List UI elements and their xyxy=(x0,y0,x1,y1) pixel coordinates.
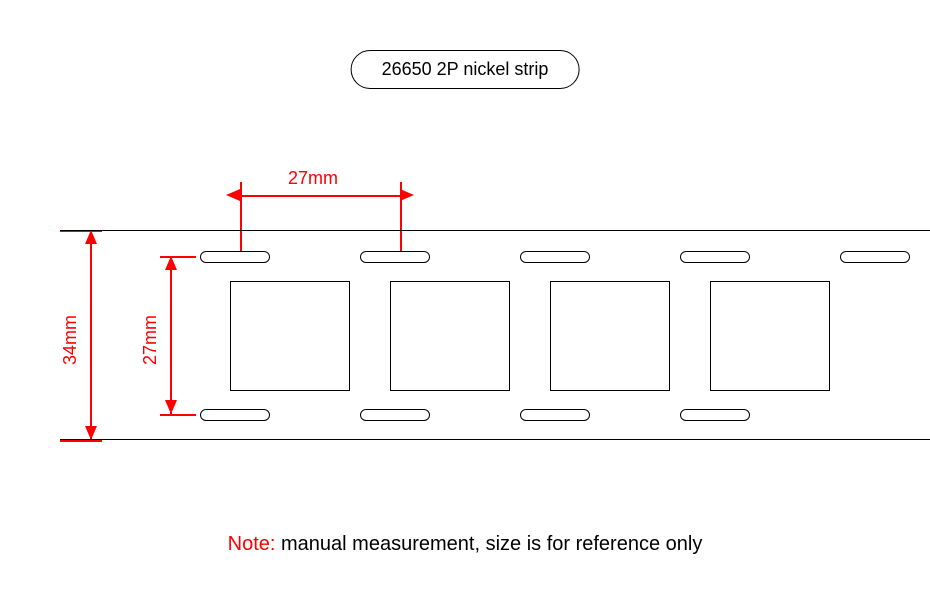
strip-slot xyxy=(200,409,270,421)
strip-slot xyxy=(680,409,750,421)
note-label: Note: xyxy=(228,533,276,555)
note-text: manual measurement, size is for referenc… xyxy=(275,533,702,555)
strip-slot xyxy=(520,409,590,421)
strip-slot xyxy=(520,251,590,263)
strip-cutout xyxy=(230,281,350,391)
strip-slot xyxy=(360,251,430,263)
title-badge: 26650 2P nickel strip xyxy=(351,50,580,89)
strip-cutout xyxy=(550,281,670,391)
title-text: 26650 2P nickel strip xyxy=(382,59,549,79)
strip-cutout xyxy=(390,281,510,391)
strip-slot xyxy=(680,251,750,263)
strip-slot xyxy=(840,251,910,263)
note-line: Note: manual measurement, size is for re… xyxy=(0,533,930,556)
strip-slot xyxy=(200,251,270,263)
nickel-strip xyxy=(60,230,930,440)
strip-cutout xyxy=(710,281,830,391)
dim-h-text: 27mm xyxy=(288,168,338,189)
strip-slot xyxy=(360,409,430,421)
